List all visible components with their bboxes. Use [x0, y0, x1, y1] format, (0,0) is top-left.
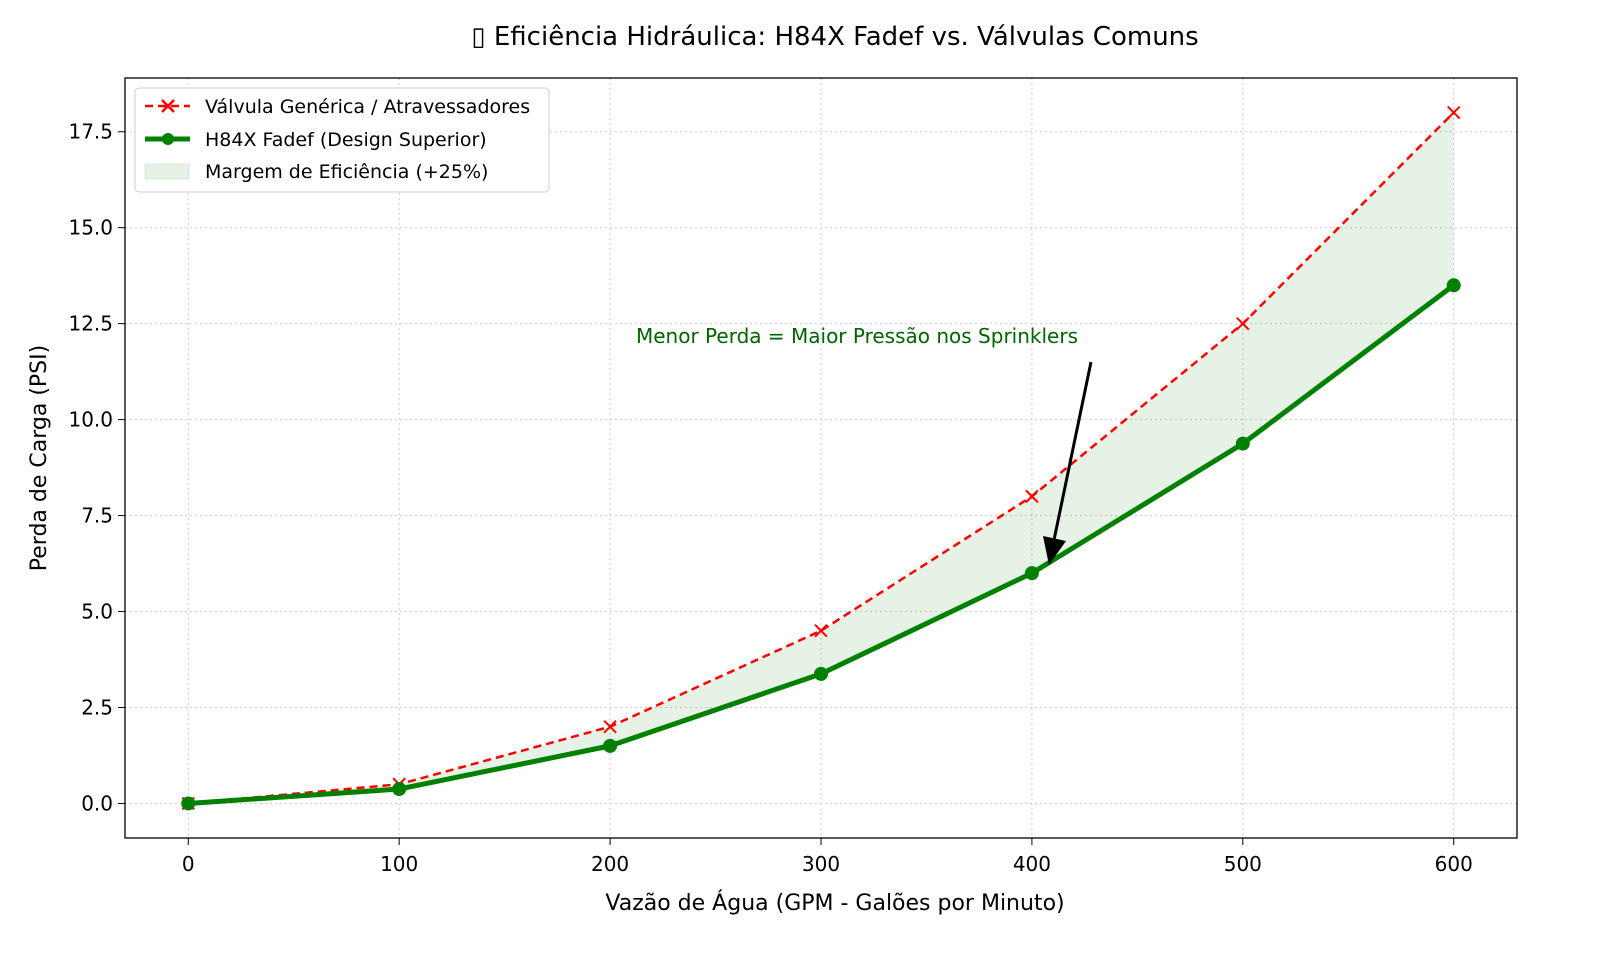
- data-point-h84x: [814, 666, 828, 681]
- data-point-generic: [603, 719, 617, 734]
- data-point-h84x: [603, 738, 618, 753]
- x-axis-label: Vazão de Água (GPM - Galões por Minuto): [605, 890, 1064, 916]
- annotation-text: Menor Perda = Maior Pressão nos Sprinkle…: [636, 324, 1078, 348]
- legend: Válvula Genérica / Atravessadores H84X F…: [134, 87, 550, 193]
- data-point-generic: [1025, 489, 1039, 504]
- y-tick-label: 2.5: [81, 695, 113, 719]
- y-tick-label: 12.5: [68, 312, 113, 336]
- annotation-arrow: [1052, 361, 1093, 541]
- x-tick-label: 500: [1224, 852, 1262, 876]
- x-tick-label: 300: [802, 852, 840, 876]
- y-tick-label: 7.5: [81, 504, 113, 528]
- legend-label-margin: Margem de Eficiência (+25%): [205, 161, 488, 183]
- x-tick-label: 100: [380, 852, 418, 876]
- legend-label-h84x: H84X Fadef (Design Superior): [205, 129, 487, 151]
- data-point-generic: [1447, 105, 1461, 120]
- legend-box: [134, 87, 550, 193]
- annotation-arrowhead: [1043, 536, 1066, 565]
- data-point-generic: [1236, 316, 1250, 331]
- x-tick-label: 400: [1013, 852, 1051, 876]
- efficiency-margin-fill: [188, 112, 1454, 804]
- x-tick-label: 200: [591, 852, 629, 876]
- x-tick-label: 600: [1435, 852, 1473, 876]
- data-point-h84x: [392, 782, 407, 797]
- data-point-h84x: [1024, 566, 1039, 581]
- data-point-h84x: [1446, 278, 1461, 293]
- legend-x-marker-icon: [161, 99, 175, 113]
- data-point-generic: [814, 624, 828, 638]
- x-tick-label: 0: [182, 852, 195, 876]
- grid: [125, 78, 1517, 838]
- annotation: Menor Perda = Maior Pressão nos Sprinkle…: [636, 324, 1093, 565]
- y-tick-label: 17.5: [68, 120, 113, 144]
- y-tick-label: 15.0: [68, 216, 113, 240]
- chart-title: ▯ Eficiência Hidráulica: H84X Fadef vs. …: [471, 22, 1198, 52]
- y-tick-label: 10.0: [68, 408, 113, 432]
- y-tick-label: 5.0: [81, 600, 113, 624]
- data-point-h84x: [181, 796, 196, 811]
- y-axis-label: Perda de Carga (PSI): [27, 345, 52, 571]
- legend-circle-marker-icon: [162, 133, 174, 145]
- legend-label-generic: Válvula Genérica / Atravessadores: [205, 96, 530, 118]
- data-point-h84x: [1235, 436, 1250, 451]
- series-group: [181, 105, 1461, 811]
- ticks: 0 100 200 300 400 500 600 0.0 2.5 5.0 7.5 10.0 12.5 1…: [68, 120, 1472, 876]
- legend-fill-swatch: [144, 163, 190, 180]
- y-tick-label: 0.0: [81, 791, 113, 815]
